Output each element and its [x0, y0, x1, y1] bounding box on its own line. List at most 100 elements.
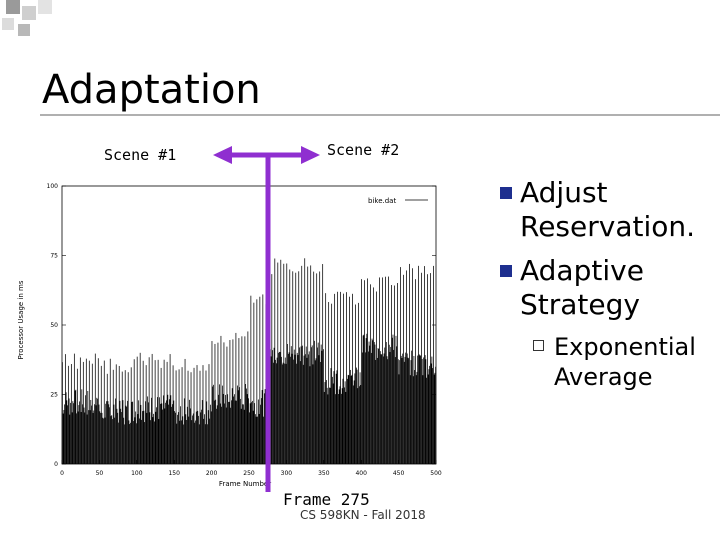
usage-bar	[243, 409, 245, 464]
bullet-list: Adjust Reservation. Adaptive Strategy Ex…	[478, 176, 718, 392]
usage-bar	[202, 365, 204, 464]
usage-bar	[418, 354, 420, 464]
usage-bar	[251, 402, 252, 464]
usage-bar	[132, 401, 134, 464]
usage-bar	[127, 372, 129, 464]
usage-bar	[68, 398, 70, 464]
usage-bar	[258, 413, 260, 464]
usage-bar	[376, 357, 378, 464]
usage-bar	[293, 359, 294, 464]
usage-bar	[319, 271, 321, 464]
usage-bar	[425, 359, 427, 464]
usage-bar	[89, 410, 91, 464]
usage-bar	[413, 355, 415, 464]
usage-bar	[116, 408, 118, 464]
usage-bar	[429, 365, 431, 464]
x-tick-label: 100	[131, 470, 143, 477]
x-tick-label: 200	[206, 470, 218, 477]
usage-bar	[214, 343, 216, 464]
usage-bar	[204, 414, 205, 464]
checkbox-square-icon	[533, 340, 544, 351]
usage-bar	[407, 357, 409, 464]
usage-bar	[69, 414, 71, 464]
usage-bar	[382, 356, 384, 464]
usage-bar	[201, 409, 202, 464]
usage-bar	[198, 424, 200, 464]
usage-bar	[75, 389, 77, 464]
usage-bar	[434, 372, 436, 464]
usage-bar	[85, 395, 86, 464]
usage-bar	[225, 394, 226, 464]
usage-bar	[165, 402, 166, 464]
usage-bar	[368, 341, 370, 464]
usage-bar	[306, 357, 308, 464]
usage-bar	[102, 417, 104, 464]
usage-bar	[103, 360, 105, 464]
usage-bar	[322, 264, 324, 464]
usage-bar	[340, 291, 342, 464]
usage-bar	[97, 358, 99, 464]
usage-bar	[230, 407, 232, 464]
usage-bar	[361, 352, 363, 464]
usage-bar	[73, 353, 75, 464]
usage-bar	[262, 294, 264, 464]
usage-bar	[156, 397, 158, 464]
scene-1-label: Scene #1	[104, 146, 177, 164]
usage-bar	[96, 397, 98, 464]
usage-bar	[326, 387, 328, 464]
usage-bar	[428, 369, 430, 464]
usage-bar	[275, 363, 277, 464]
usage-bar	[237, 390, 239, 464]
usage-bar	[154, 421, 155, 464]
usage-bar	[110, 416, 112, 464]
usage-bar	[80, 412, 82, 464]
usage-bar	[397, 283, 398, 464]
usage-bar	[99, 411, 101, 464]
usage-bar	[339, 386, 341, 464]
usage-bar	[143, 410, 145, 464]
usage-bar	[210, 411, 212, 464]
usage-bar	[72, 401, 74, 464]
usage-bar	[97, 398, 98, 464]
usage-bar	[186, 419, 187, 464]
usage-bar	[131, 401, 133, 464]
usage-bar	[379, 351, 381, 464]
usage-bar	[303, 355, 305, 464]
usage-bar	[273, 347, 275, 464]
bullet-square-icon	[500, 187, 512, 199]
usage-bar	[290, 356, 291, 464]
x-tick-label: 0	[60, 470, 64, 477]
usage-bar	[242, 404, 244, 464]
usage-bar	[359, 372, 361, 464]
usage-bar	[126, 406, 128, 464]
usage-bar	[188, 416, 190, 464]
usage-bar	[317, 347, 318, 464]
usage-bar	[249, 412, 250, 464]
usage-bar	[365, 338, 367, 464]
usage-bar	[238, 338, 240, 464]
usage-bar	[394, 357, 396, 464]
usage-bar	[414, 370, 416, 464]
usage-bar	[269, 364, 270, 464]
usage-bar	[320, 344, 322, 464]
usage-bar	[383, 353, 385, 464]
usage-bar	[424, 355, 426, 464]
usage-bar	[161, 403, 163, 464]
usage-bar	[192, 415, 193, 464]
usage-bar	[409, 263, 410, 464]
usage-bar	[160, 367, 162, 464]
usage-bar	[367, 278, 368, 464]
usage-bar	[162, 395, 164, 464]
usage-bar	[151, 353, 153, 464]
usage-bar	[244, 336, 246, 464]
usage-bar	[380, 354, 382, 464]
usage-bar	[109, 407, 110, 464]
bullet-item: Adjust Reservation.	[478, 176, 718, 244]
usage-bar	[93, 410, 95, 464]
usage-bar	[180, 420, 182, 464]
usage-bar	[138, 400, 140, 464]
usage-bar	[252, 410, 254, 464]
usage-bar	[335, 394, 336, 464]
usage-bar	[249, 403, 251, 464]
usage-bar	[360, 385, 362, 464]
